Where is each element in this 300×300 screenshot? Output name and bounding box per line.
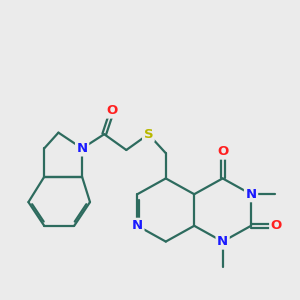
Text: O: O (106, 104, 118, 117)
Text: S: S (144, 128, 153, 141)
Text: N: N (217, 235, 228, 248)
Text: N: N (245, 188, 256, 201)
Text: O: O (271, 219, 282, 232)
Text: N: N (132, 219, 143, 232)
Text: N: N (76, 142, 88, 155)
Text: O: O (217, 145, 228, 158)
